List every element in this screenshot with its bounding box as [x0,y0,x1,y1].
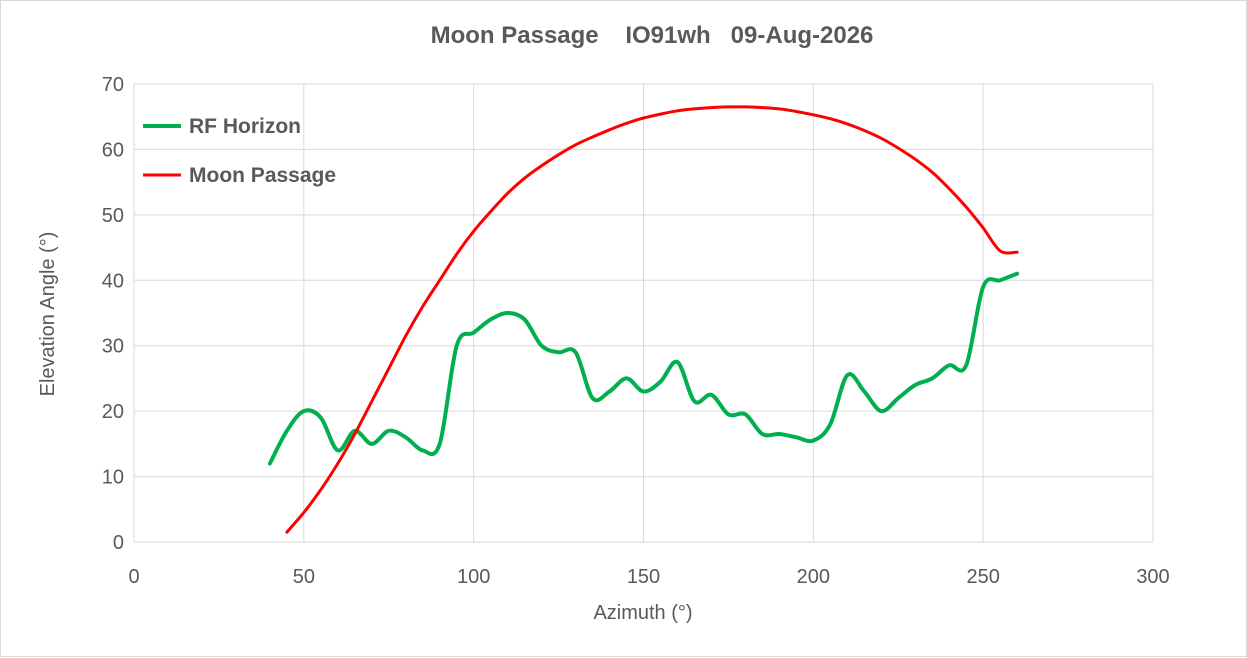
legend-label-rf-horizon: RF Horizon [189,115,301,138]
x-tick-label: 300 [1136,566,1169,588]
y-axis-label: Elevation Angle (°) [37,232,59,397]
y-tick-label: 40 [102,270,124,292]
legend-label-moon-passage: Moon Passage [189,164,336,187]
grid [134,83,1154,542]
series-line-rf-horizon [267,271,1020,466]
x-tick-label: 100 [457,566,490,588]
x-axis-label: Azimuth (°) [593,602,692,624]
x-tick-label: 0 [128,566,139,588]
x-tick-label: 50 [293,566,315,588]
x-tick-label: 150 [627,566,660,588]
y-tick-label: 50 [102,205,124,227]
y-tick-label: 70 [102,74,124,96]
x-tick-label: 200 [797,566,830,588]
y-tick-label: 60 [102,139,124,161]
y-tick-label: 10 [102,467,124,489]
legend: RF Horizon Moon Passage [143,115,336,187]
y-tick-labels: 0 10 20 30 40 50 60 70 [102,74,124,554]
y-tick-label: 30 [102,336,124,358]
x-tick-labels: 0 50 100 150 200 250 300 [128,566,1169,588]
axes [133,84,1153,543]
chart-title: Moon Passage IO91wh 09-Aug-2026 [431,22,874,49]
series-line-moon-passage [285,105,1019,534]
y-tick-label: 0 [113,532,124,554]
series-layer [267,105,1020,534]
x-tick-label: 250 [966,566,999,588]
y-tick-label: 20 [102,401,124,423]
